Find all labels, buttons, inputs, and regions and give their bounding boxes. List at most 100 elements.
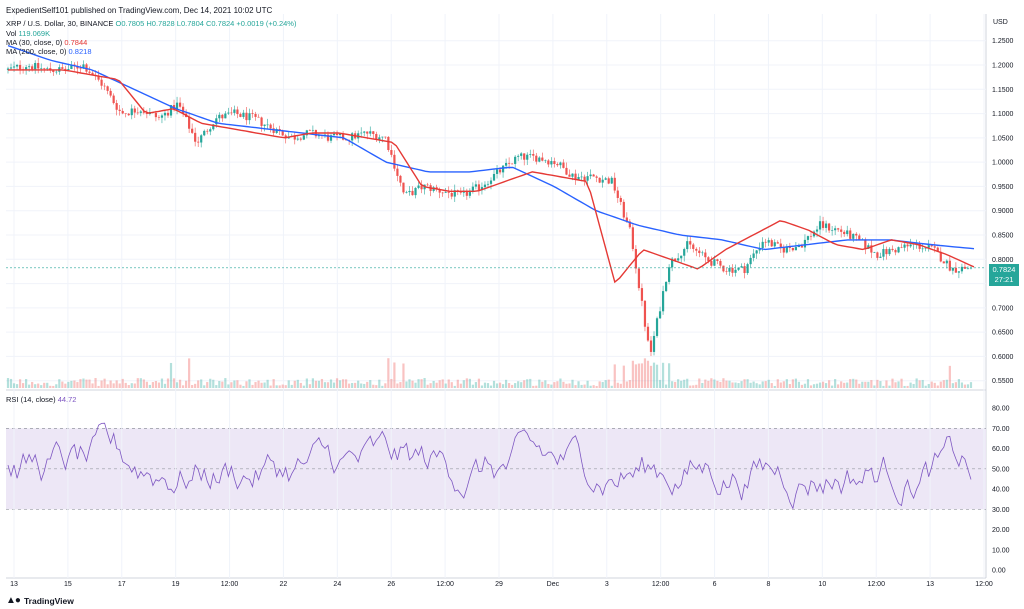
candle-body bbox=[628, 221, 631, 228]
volume-bar bbox=[363, 383, 366, 388]
volume-bar bbox=[124, 382, 127, 388]
volume-bar bbox=[112, 383, 115, 388]
candle-body bbox=[779, 243, 782, 248]
candle-body bbox=[378, 137, 381, 140]
candle-body bbox=[692, 244, 695, 249]
ma30-line bbox=[8, 69, 975, 284]
volume-bar bbox=[504, 379, 508, 388]
candle-body bbox=[882, 249, 885, 257]
candle-body bbox=[308, 130, 311, 131]
candle-body bbox=[46, 68, 49, 69]
candle-body bbox=[317, 135, 321, 137]
volume-bar bbox=[492, 380, 496, 388]
candle-body bbox=[100, 79, 103, 86]
candle-body bbox=[894, 249, 897, 253]
candle-body bbox=[209, 129, 212, 132]
volume-bar bbox=[79, 379, 82, 388]
volume-bar bbox=[725, 380, 728, 388]
volume-bar bbox=[459, 383, 462, 388]
volume-bar bbox=[598, 381, 601, 388]
candle-body bbox=[426, 184, 429, 186]
candle-body bbox=[855, 233, 858, 236]
volume-bar bbox=[912, 383, 915, 388]
candle-body bbox=[646, 326, 650, 341]
candle-body bbox=[927, 245, 930, 248]
volume-bar bbox=[846, 382, 849, 388]
rsi-tick-label: 10.00 bbox=[992, 547, 1010, 554]
volume-bar bbox=[145, 381, 148, 388]
candle-body bbox=[402, 182, 405, 193]
volume-bar bbox=[169, 362, 173, 388]
volume-bar bbox=[613, 364, 616, 388]
volume-bar bbox=[474, 382, 478, 388]
candle-body bbox=[797, 245, 801, 248]
candle-body bbox=[257, 116, 260, 118]
candle-body bbox=[335, 133, 339, 136]
tradingview-logo[interactable]: ▲● TradingView bbox=[6, 595, 74, 606]
volume-bar bbox=[861, 381, 864, 388]
ma200-line bbox=[7, 44, 975, 251]
candle-body bbox=[698, 250, 701, 254]
candle-body bbox=[450, 192, 453, 197]
symbol-legend: XRP / U.S. Dollar, 30, BINANCE O0.7805 H… bbox=[6, 19, 296, 28]
volume-bar bbox=[175, 382, 179, 388]
volume-bar bbox=[831, 385, 834, 388]
volume-bar bbox=[529, 378, 532, 388]
volume-bar bbox=[91, 383, 94, 388]
volume-bar bbox=[909, 382, 912, 388]
volume-bar bbox=[758, 384, 761, 388]
volume-bar bbox=[166, 378, 170, 388]
candle-body bbox=[719, 260, 722, 266]
volume-bar bbox=[308, 384, 311, 388]
volume-bar bbox=[118, 383, 121, 388]
price-tick-label: 0.8500 bbox=[992, 233, 1014, 240]
volume-bar bbox=[206, 382, 209, 388]
candle-body bbox=[840, 229, 843, 232]
candle-body bbox=[498, 169, 502, 173]
candle-body bbox=[224, 113, 227, 119]
volume-bar bbox=[480, 385, 484, 388]
candle-body bbox=[791, 247, 794, 251]
candle-body bbox=[951, 267, 954, 271]
volume-bar bbox=[417, 379, 420, 388]
candle-body bbox=[740, 266, 743, 268]
candle-body bbox=[903, 244, 906, 248]
volume-bar bbox=[46, 382, 49, 388]
volume-bar bbox=[28, 384, 31, 388]
volume-bar bbox=[824, 383, 828, 388]
volume-bar bbox=[885, 380, 888, 388]
volume-bar bbox=[242, 385, 245, 388]
candle-body bbox=[785, 246, 788, 253]
volume-bar bbox=[520, 382, 523, 388]
candle-body bbox=[532, 153, 535, 156]
volume-bar bbox=[864, 381, 867, 388]
candle-body bbox=[411, 190, 414, 196]
candle-body bbox=[846, 230, 849, 235]
volume-bar bbox=[773, 385, 776, 388]
volume-bar bbox=[580, 384, 583, 388]
time-tick-label: 12:00 bbox=[652, 581, 670, 588]
volume-bar bbox=[393, 362, 396, 388]
candle-body bbox=[674, 258, 677, 261]
rsi-label: RSI (14, close) bbox=[6, 395, 56, 404]
candle-body bbox=[776, 242, 779, 244]
price-tick-label: 0.9500 bbox=[992, 184, 1014, 191]
volume-bar bbox=[97, 385, 100, 388]
volume-bar bbox=[281, 384, 284, 388]
published-caption: ExpedientSelf101 published on TradingVie… bbox=[6, 6, 273, 15]
volume-bar bbox=[154, 380, 158, 388]
volume-bar bbox=[438, 380, 441, 388]
volume-bar bbox=[803, 383, 807, 388]
volume-bar bbox=[897, 381, 900, 388]
candle-body bbox=[752, 253, 755, 258]
candle-body bbox=[933, 246, 936, 248]
candle-body bbox=[266, 124, 269, 126]
volume-bar bbox=[538, 379, 541, 388]
candle-body bbox=[770, 240, 773, 247]
candle-body bbox=[595, 176, 598, 178]
candle-body bbox=[517, 155, 520, 157]
rsi-tick-label: 0.00 bbox=[992, 568, 1006, 575]
candle-body bbox=[396, 168, 399, 176]
volume-bar bbox=[794, 378, 797, 388]
